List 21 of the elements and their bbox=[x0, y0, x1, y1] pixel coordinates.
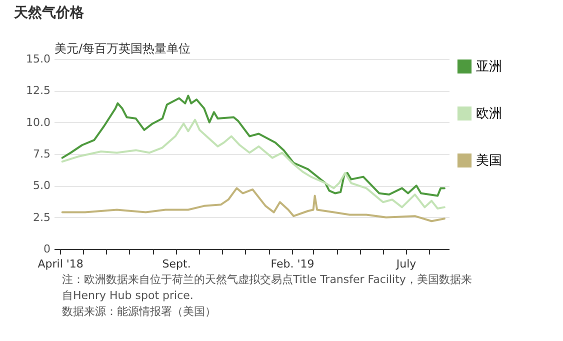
y-tick-label: 2.5 bbox=[33, 210, 50, 224]
legend-label: 亚洲 bbox=[476, 60, 502, 74]
text: 注：欧洲数据来自位于荷兰的天然气虚拟交易点Title Transfer Facility，美国数据来自Henry Hub spot price. bbox=[62, 272, 473, 304]
x-tick-label: July bbox=[395, 258, 417, 270]
legend-label: 欧洲 bbox=[476, 106, 502, 122]
x-tick-label: Sept. bbox=[162, 258, 191, 270]
y-tick-label: 5.0 bbox=[33, 179, 50, 192]
y-tick-label: 12.5 bbox=[26, 84, 50, 98]
line-series bbox=[61, 118, 446, 210]
line-series bbox=[61, 187, 446, 222]
legend-label: 美国 bbox=[476, 152, 502, 168]
y-tick-label: 15.0 bbox=[26, 52, 50, 66]
y-tick-label: 7.5 bbox=[33, 148, 50, 160]
chart-title: 天然气价格 bbox=[13, 5, 85, 21]
x-tick-label: April '18 bbox=[38, 258, 84, 270]
y-axis-title: 美元/每百万英国热量单位 bbox=[54, 42, 191, 56]
source-note: 数据来源：能源情报署（美国） bbox=[62, 304, 217, 320]
line-series bbox=[61, 94, 446, 197]
y-tick-label: 0 bbox=[44, 242, 50, 256]
y-tick-label: 10.0 bbox=[26, 116, 50, 129]
x-tick-label: Feb. '19 bbox=[270, 258, 314, 270]
